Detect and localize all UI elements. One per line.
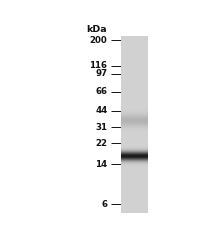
Text: 14: 14 xyxy=(95,160,107,169)
Text: 44: 44 xyxy=(95,106,107,115)
Text: 6: 6 xyxy=(101,200,107,209)
Text: 66: 66 xyxy=(95,87,107,96)
Text: 22: 22 xyxy=(95,139,107,148)
Text: 200: 200 xyxy=(90,36,107,45)
Text: 97: 97 xyxy=(95,69,107,78)
Text: 116: 116 xyxy=(89,61,107,70)
Text: 31: 31 xyxy=(95,123,107,132)
Text: kDa: kDa xyxy=(87,25,107,34)
